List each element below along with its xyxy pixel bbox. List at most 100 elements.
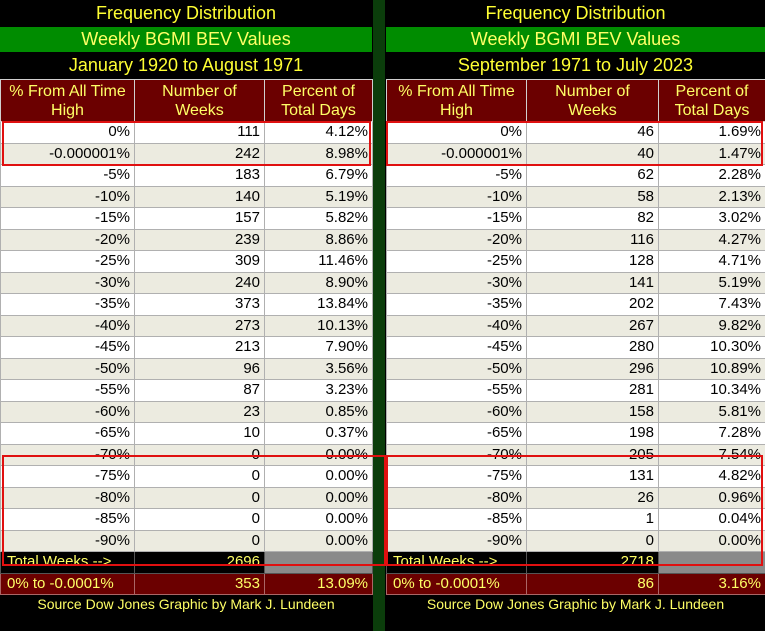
right-period: September 1971 to July 2023 [386, 52, 765, 79]
table-row: -55% 87 3.23% [0, 379, 373, 402]
table-row: -75% 0 0.00% [0, 465, 373, 488]
left-weeks-cell: 373 [134, 293, 265, 316]
left-total-row: Total Weeks --> 2696 [0, 551, 373, 574]
left-weeks-cell: 0 [134, 508, 265, 531]
right-total-value: 2718 [526, 551, 659, 574]
right-drawdown-cell: -80% [386, 486, 527, 509]
table-row: -0.000001% 242 8.98% [0, 142, 373, 165]
right-percent-cell: 5.81% [658, 400, 765, 423]
right-percent-cell: 4.27% [658, 228, 765, 251]
left-weeks-cell: 23 [134, 400, 265, 423]
left-percent-cell: 0.00% [264, 443, 373, 466]
right-weeks-cell: 26 [526, 486, 659, 509]
left-drawdown-cell: -10% [0, 185, 135, 208]
right-percent-cell: 2.28% [658, 164, 765, 187]
left-percent-cell: 10.13% [264, 314, 373, 337]
left-sum-label: 0% to -0.0001% [0, 572, 135, 595]
table-row: -65% 10 0.37% [0, 422, 373, 445]
left-percent-cell: 11.46% [264, 250, 373, 273]
table-row: -90% 0 0.00% [386, 529, 765, 552]
right-weeks-cell: 128 [526, 250, 659, 273]
left-percent-cell: 0.00% [264, 486, 373, 509]
right-weeks-cell: 58 [526, 185, 659, 208]
left-panel: Frequency Distribution Weekly BGMI BEV V… [0, 0, 373, 631]
left-weeks-cell: 273 [134, 314, 265, 337]
table-row: -90% 0 0.00% [0, 529, 373, 552]
right-table: % From All Time High Number of Weeks Per… [386, 79, 765, 595]
table-row: -75% 131 4.82% [386, 465, 765, 488]
right-drawdown-cell: -30% [386, 271, 527, 294]
right-header-percent: Percent of Total Days [658, 79, 765, 122]
left-drawdown-cell: -5% [0, 164, 135, 187]
left-drawdown-cell: -15% [0, 207, 135, 230]
right-percent-cell: 0.04% [658, 508, 765, 531]
right-percent-cell: 10.89% [658, 357, 765, 380]
right-header-drawdown: % From All Time High [386, 79, 527, 122]
right-weeks-cell: 202 [526, 293, 659, 316]
right-header-weeks: Number of Weeks [526, 79, 659, 122]
right-drawdown-cell: -85% [386, 508, 527, 531]
left-subtitle: Weekly BGMI BEV Values [0, 27, 372, 52]
left-drawdown-cell: 0% [0, 121, 135, 144]
table-row: 0% 46 1.69% [386, 121, 765, 144]
right-weeks-cell: 131 [526, 465, 659, 488]
left-weeks-cell: 0 [134, 486, 265, 509]
right-weeks-cell: 296 [526, 357, 659, 380]
right-table-body: 0% 46 1.69% -0.000001% 40 1.47% -5% 62 2.28% -10%… [386, 121, 765, 552]
left-weeks-cell: 10 [134, 422, 265, 445]
right-percent-cell: 3.02% [658, 207, 765, 230]
left-weeks-cell: 87 [134, 379, 265, 402]
left-percent-cell: 3.23% [264, 379, 373, 402]
left-header-drawdown: % From All Time High [0, 79, 135, 122]
right-total-label: Total Weeks --> [386, 551, 527, 574]
right-percent-cell: 7.43% [658, 293, 765, 316]
left-table-body: 0% 111 4.12% -0.000001% 242 8.98% -5% 183 6.79% -… [0, 121, 373, 552]
table-row: -80% 26 0.96% [386, 486, 765, 509]
left-drawdown-cell: -40% [0, 314, 135, 337]
table-row: -40% 273 10.13% [0, 314, 373, 337]
left-percent-cell: 0.00% [264, 508, 373, 531]
table-row: -50% 96 3.56% [0, 357, 373, 380]
table-row: -35% 373 13.84% [0, 293, 373, 316]
right-weeks-cell: 1 [526, 508, 659, 531]
right-percent-cell: 10.34% [658, 379, 765, 402]
left-drawdown-cell: -50% [0, 357, 135, 380]
right-drawdown-cell: -50% [386, 357, 527, 380]
table-row: -5% 183 6.79% [0, 164, 373, 187]
left-percent-cell: 4.12% [264, 121, 373, 144]
right-panel: Frequency Distribution Weekly BGMI BEV V… [386, 0, 765, 631]
left-weeks-cell: 309 [134, 250, 265, 273]
right-sum-label: 0% to -0.0001% [386, 572, 527, 595]
right-percent-cell: 7.28% [658, 422, 765, 445]
left-header-weeks: Number of Weeks [134, 79, 265, 122]
right-weeks-cell: 198 [526, 422, 659, 445]
left-header-percent: Percent of Total Days [264, 79, 373, 122]
left-weeks-cell: 0 [134, 443, 265, 466]
table-row: -25% 128 4.71% [386, 250, 765, 273]
left-percent-cell: 5.82% [264, 207, 373, 230]
table-row: -20% 116 4.27% [386, 228, 765, 251]
right-weeks-cell: 0 [526, 529, 659, 552]
left-weeks-cell: 96 [134, 357, 265, 380]
right-percent-cell: 2.13% [658, 185, 765, 208]
left-sum-row: 0% to -0.0001% 353 13.09% [0, 572, 373, 595]
right-percent-cell: 9.82% [658, 314, 765, 337]
table-row: -80% 0 0.00% [0, 486, 373, 509]
left-percent-cell: 8.86% [264, 228, 373, 251]
table-row: -20% 239 8.86% [0, 228, 373, 251]
table-row: -15% 157 5.82% [0, 207, 373, 230]
right-sum-percent: 3.16% [658, 572, 765, 595]
left-weeks-cell: 0 [134, 529, 265, 552]
left-table: % From All Time High Number of Weeks Per… [0, 79, 373, 595]
right-drawdown-cell: -25% [386, 250, 527, 273]
right-weeks-cell: 40 [526, 142, 659, 165]
left-weeks-cell: 0 [134, 465, 265, 488]
left-drawdown-cell: -35% [0, 293, 135, 316]
right-drawdown-cell: -70% [386, 443, 527, 466]
left-drawdown-cell: -25% [0, 250, 135, 273]
right-percent-cell: 7.54% [658, 443, 765, 466]
right-percent-cell: 4.82% [658, 465, 765, 488]
right-weeks-cell: 62 [526, 164, 659, 187]
right-percent-cell: 4.71% [658, 250, 765, 273]
table-row: -15% 82 3.02% [386, 207, 765, 230]
